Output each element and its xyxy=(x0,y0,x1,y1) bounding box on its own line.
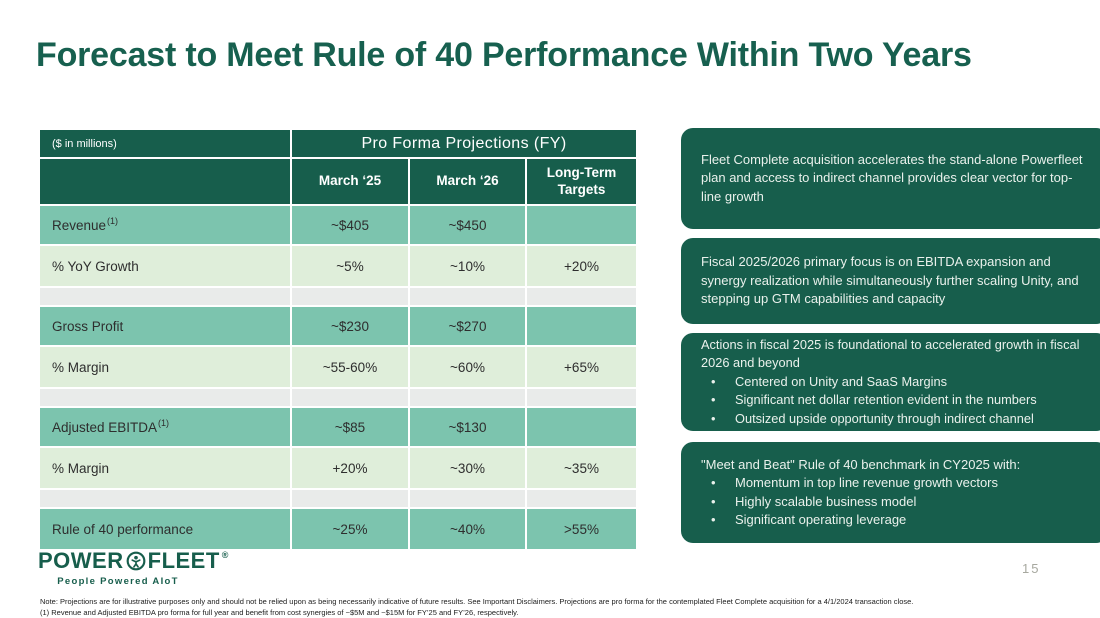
row-label-text: Gross Profit xyxy=(52,318,124,334)
cell-yoy-march26: ~10% xyxy=(410,246,525,286)
bullet-text: Significant operating leverage xyxy=(735,511,907,527)
callout-bullet: Significant operating leverage xyxy=(701,511,1088,530)
cell-ebitdamargin-march26: ~30% xyxy=(410,448,525,488)
person-in-circle-icon xyxy=(126,551,146,571)
callout-fiscal-2025-actions: Actions in fiscal 2025 is foundational t… xyxy=(681,333,1100,431)
cell-rule40-longterm: >55% xyxy=(527,509,636,549)
cell-yoy-march25: ~5% xyxy=(292,246,408,286)
column-header-long-term: Long-Term Targets xyxy=(527,159,636,204)
callout-bullet: Outsized upside opportunity through indi… xyxy=(701,410,1088,429)
callout-meet-and-beat: "Meet and Beat" Rule of 40 benchmark in … xyxy=(681,442,1100,543)
spacer-cell xyxy=(40,490,290,507)
cell-ebitdamargin-march25: +20% xyxy=(292,448,408,488)
footnote-line-1: Note: Projections are for illustrative p… xyxy=(40,597,914,606)
callout-fleet-complete: Fleet Complete acquisition accelerates t… xyxy=(681,128,1100,229)
bullet-text: Significant net dollar retention evident… xyxy=(735,392,1037,408)
cell-revenue-march25: ~$405 xyxy=(292,206,408,244)
spacer-cell xyxy=(527,288,636,305)
callout-bullet: Centered on Unity and SaaS Margins xyxy=(701,373,1088,392)
row-label-rule-of-40: Rule of 40 performance xyxy=(40,509,290,549)
spacer-cell xyxy=(292,389,408,406)
table-header-blank xyxy=(40,159,290,204)
callout-bullet: Significant net dollar retention evident… xyxy=(701,391,1088,410)
footnote-line-2: (1) Revenue and Adjusted EBITDA pro form… xyxy=(40,607,519,617)
page-number: 15 xyxy=(1022,561,1041,576)
corner-label-text: ($ in millions) xyxy=(52,137,117,150)
cell-revenue-longterm xyxy=(527,206,636,244)
callout-text: "Meet and Beat" Rule of 40 benchmark in … xyxy=(701,456,1021,472)
cell-ebitda-march26: ~$130 xyxy=(410,408,525,446)
cell-ebitda-march25: ~$85 xyxy=(292,408,408,446)
cell-rule40-march26: ~40% xyxy=(410,509,525,549)
spacer-cell xyxy=(40,288,290,305)
powerfleet-logo: POWER FLEET ® People Powered AIoT xyxy=(38,550,229,588)
row-label-text: Rule of 40 performance xyxy=(52,521,194,537)
callout-fiscal-focus: Fiscal 2025/2026 primary focus is on EBI… xyxy=(681,238,1100,324)
powerfleet-wordmark: POWER FLEET ® xyxy=(38,550,229,572)
registered-mark: ® xyxy=(221,550,229,560)
spacer-cell xyxy=(292,490,408,507)
table-header-group: Pro Forma Projections (FY) xyxy=(292,130,636,157)
bullet-text: Momentum in top line revenue growth vect… xyxy=(735,475,999,491)
row-label-gross-profit: Gross Profit xyxy=(40,307,290,345)
row-label-adjusted-ebitda: Adjusted EBITDA (1) xyxy=(40,408,290,446)
cell-gpmargin-longterm: +65% xyxy=(527,347,636,387)
callout-text: Actions in fiscal 2025 is foundational t… xyxy=(701,336,1080,371)
spacer-cell xyxy=(40,389,290,406)
callout-bullet: Highly scalable business model xyxy=(701,493,1088,512)
cell-revenue-march26: ~$450 xyxy=(410,206,525,244)
slide-title: Forecast to Meet Rule of 40 Performance … xyxy=(36,36,972,74)
spacer-cell xyxy=(527,490,636,507)
footnotes: Note: Projections are for illustrative p… xyxy=(40,597,1086,618)
spacer-cell xyxy=(410,288,525,305)
cell-rule40-march25: ~25% xyxy=(292,509,408,549)
cell-ebitdamargin-longterm: ~35% xyxy=(527,448,636,488)
row-label-revenue: Revenue (1) xyxy=(40,206,290,244)
row-label-yoy-growth: % YoY Growth xyxy=(40,246,290,286)
column-header-march-26: March ‘26 xyxy=(410,159,525,204)
cell-gp-longterm xyxy=(527,307,636,345)
spacer-cell xyxy=(410,490,525,507)
callout-text: Fiscal 2025/2026 primary focus is on EBI… xyxy=(701,254,1079,307)
spacer-cell xyxy=(410,389,525,406)
row-label-text: % Margin xyxy=(52,359,110,375)
header-group-text: Pro Forma Projections (FY) xyxy=(361,134,567,152)
row-label-text: Adjusted EBITDA xyxy=(52,419,158,435)
spacer-cell xyxy=(527,389,636,406)
cell-gp-march25: ~$230 xyxy=(292,307,408,345)
bullet-text: Highly scalable business model xyxy=(735,493,917,509)
cell-yoy-longterm: +20% xyxy=(527,246,636,286)
projections-table: ($ in millions) Pro Forma Projections (F… xyxy=(40,130,636,549)
row-label-ebitda-margin: % Margin xyxy=(40,448,290,488)
cell-gp-march26: ~$270 xyxy=(410,307,525,345)
callout-text: Fleet Complete acquisition accelerates t… xyxy=(701,151,1083,204)
row-label-gp-margin: % Margin xyxy=(40,347,290,387)
row-label-text: % Margin xyxy=(52,460,110,476)
spacer-cell xyxy=(292,288,408,305)
row-label-text: Revenue xyxy=(52,217,107,233)
logo-text-power: POWER xyxy=(38,548,124,573)
cell-gpmargin-march26: ~60% xyxy=(410,347,525,387)
logo-text-fleet: FLEET xyxy=(147,548,220,573)
cell-ebitda-longterm xyxy=(527,408,636,446)
row-label-text: % YoY Growth xyxy=(52,258,139,274)
bullet-text: Outsized upside opportunity through indi… xyxy=(735,410,1034,426)
cell-gpmargin-march25: ~55-60% xyxy=(292,347,408,387)
logo-tagline: People Powered AIoT xyxy=(57,576,179,587)
bullet-text: Centered on Unity and SaaS Margins xyxy=(735,373,947,389)
callout-bullet: Momentum in top line revenue growth vect… xyxy=(701,474,1088,493)
column-header-march-25: March ‘25 xyxy=(292,159,408,204)
table-corner-label: ($ in millions) xyxy=(40,130,290,157)
